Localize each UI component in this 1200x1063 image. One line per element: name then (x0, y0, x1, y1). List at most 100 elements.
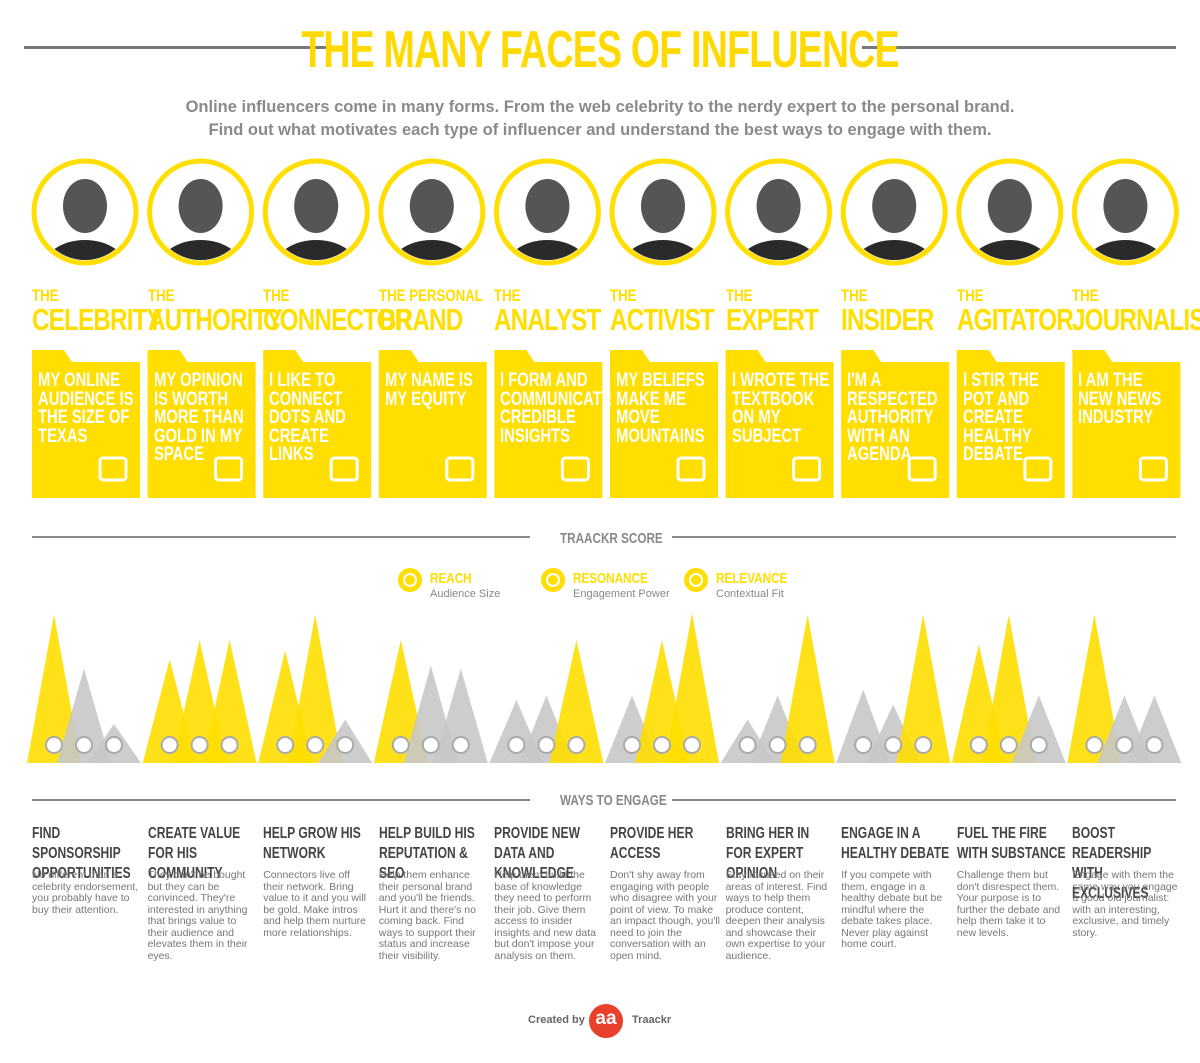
score-icon (421, 736, 440, 754)
engage-title: HELP GROW HIS NETWORK (263, 825, 362, 862)
engage-text: Connectors live off their network. Bring… (263, 869, 366, 939)
icon (1023, 456, 1053, 482)
score-icon (999, 736, 1018, 754)
engage-title: HELP BUILD HIS REPUTATION & SEO (378, 825, 475, 882)
name: EXPERT (725, 302, 819, 337)
icon (329, 456, 359, 482)
name-prefix: THE (494, 286, 521, 305)
score-icon (45, 736, 63, 754)
legend-icon (541, 568, 565, 592)
name: CONNECTOR (263, 302, 412, 337)
icon (98, 456, 128, 482)
score-triangle (202, 640, 257, 763)
engage-title: CREATE VALUE FOR HIS COMMUNITY (147, 825, 240, 882)
score-triangle (665, 613, 719, 763)
name: JOURNALIST (1072, 302, 1200, 337)
score-icon (914, 736, 933, 754)
name-prefix: THE (956, 286, 984, 305)
score-icon (653, 736, 671, 754)
name-prefix: THE (147, 286, 175, 305)
icon (214, 456, 244, 482)
engage-text: Help them enhance their personal brand a… (378, 869, 476, 962)
legend-icon-inner (403, 573, 417, 587)
portrait-head (987, 179, 1032, 233)
name: ACTIVIST (610, 302, 715, 337)
engage-title: PROVIDE HER ACCESS (610, 825, 694, 862)
icon (907, 456, 937, 482)
score-icon (160, 736, 179, 754)
quote: I AM THE NEW NEWS INDUSTRY (1078, 370, 1162, 428)
score-triangle (27, 614, 81, 763)
portrait-head (1103, 179, 1148, 233)
quote: MY OPINION IS WORTH MORE THAN GOLD IN MY… (153, 370, 244, 465)
score-icon (1085, 736, 1104, 754)
quote: I FORM AND COMMUNICATE CREDIBLE INSIGHTS (500, 370, 613, 447)
quote-card (147, 350, 256, 498)
quote-card (378, 350, 487, 498)
portrait-head (294, 179, 339, 233)
quote: MY NAME IS MY EQUITY (384, 370, 473, 410)
portrait-head (525, 179, 570, 233)
quote: MY BELIEFS MAKE ME MOVE MOUNTAINS (616, 370, 705, 447)
legend-subtitle: Audience Size (430, 588, 501, 600)
logo: aa (589, 1004, 623, 1038)
created-by: Created by (528, 1014, 585, 1026)
quote-card (1072, 350, 1181, 498)
quote: I STIR THE POT AND CREATE HEALTHY DEBATE (962, 370, 1039, 465)
score-triangle (1067, 614, 1122, 763)
engage-title: FUEL THE FIRE WITH SUBSTANCE (956, 825, 1066, 862)
quote-card (263, 350, 372, 498)
score-icon (507, 736, 526, 754)
score-icon (451, 736, 470, 754)
score-icon (623, 736, 641, 754)
icon (445, 456, 475, 482)
score-icon (105, 736, 123, 754)
engage-text: Stay focused on their areas of interest.… (725, 869, 828, 962)
section-title: WAYS TO ENGAGE (560, 792, 667, 809)
legend-icon-inner (546, 573, 560, 587)
name-prefix: THE (1072, 286, 1099, 305)
title: THE MANY FACES OF INFLUENCE (301, 21, 899, 79)
score-icon (854, 736, 873, 754)
score-icon (391, 736, 410, 754)
score-triangle (57, 668, 111, 763)
score-icon (75, 736, 93, 754)
legend-icon (398, 568, 422, 592)
score-triangle (780, 614, 835, 763)
name: AUTHORITY (147, 302, 283, 337)
legend-title: RELEVANCE (716, 570, 788, 587)
name: CELEBRITY (32, 302, 163, 337)
score-icon (1145, 736, 1164, 754)
score-icon (768, 736, 787, 754)
score-triangle (981, 614, 1036, 763)
quote-card (32, 350, 140, 498)
name-prefix: THE (32, 286, 59, 305)
legend-subtitle: Engagement Power (573, 588, 670, 600)
intro-line: Online influencers come in many forms. F… (185, 98, 1015, 116)
legend-icon-inner (689, 573, 703, 587)
icon (1138, 456, 1168, 482)
score-triangle (896, 614, 951, 763)
icon (676, 456, 706, 482)
name-prefix: THE (725, 286, 753, 305)
quote: MY ONLINE AUDIENCE IS THE SIZE OF TEXAS (38, 370, 134, 447)
name: INSIDER (841, 302, 934, 337)
score-triangle (1127, 695, 1182, 763)
quote-card (841, 350, 950, 498)
quote-card (494, 350, 603, 498)
engage-title: BRING HER IN FOR EXPERT OPINION (725, 825, 809, 882)
engage-text: Engage with them the same way you engage… (1072, 869, 1178, 939)
rule (24, 46, 334, 49)
engage-text: Don't shy away from engaging with people… (610, 869, 720, 962)
rule (862, 46, 1176, 49)
name: AGITATOR (956, 302, 1074, 337)
brand: Traackr (632, 1014, 672, 1026)
quote-card (956, 350, 1065, 498)
score-icon (190, 736, 209, 754)
score-icon (884, 736, 903, 754)
score-icon (1115, 736, 1134, 754)
score-icon (683, 736, 701, 754)
portrait-head (872, 179, 917, 233)
section-title: TRAACKR SCORE (560, 530, 663, 547)
